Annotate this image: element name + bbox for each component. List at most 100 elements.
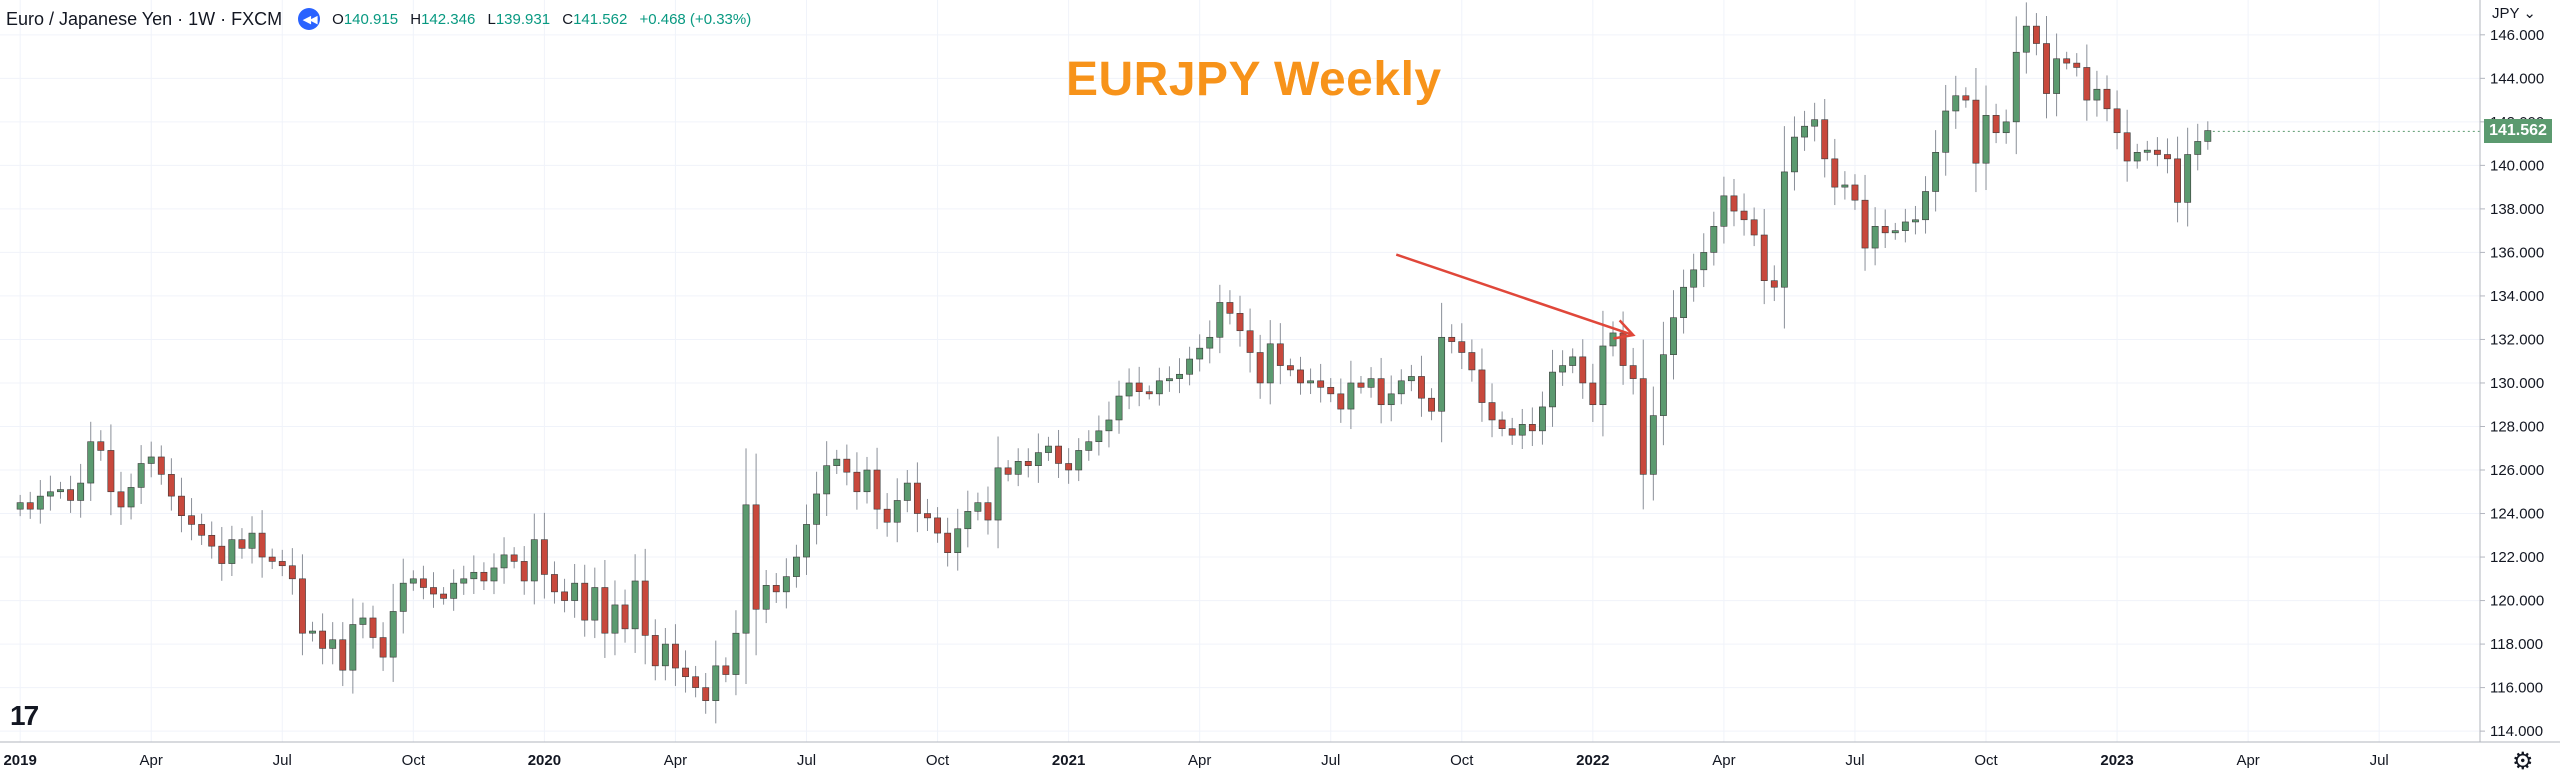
candle-body: [591, 587, 599, 621]
candle-body: [2063, 58, 2071, 64]
candle-body: [1881, 225, 1889, 234]
candle-body: [1155, 380, 1163, 395]
candle-body: [853, 471, 861, 493]
candle-body: [1065, 463, 1073, 471]
candle-body: [1861, 199, 1869, 249]
time-tick-label: Oct: [402, 752, 426, 769]
time-tick-label: Jul: [273, 752, 292, 769]
time-tick-label: Oct: [926, 752, 950, 769]
candle-body: [641, 580, 649, 636]
candle-body: [1680, 286, 1688, 318]
candle-body: [1014, 461, 1022, 475]
candle-body: [107, 450, 115, 493]
price-tick-label: 134.000: [2490, 288, 2544, 305]
candle-body: [1276, 343, 1284, 366]
price-tick-label: 116.000: [2490, 680, 2543, 697]
gear-icon[interactable]: ⚙: [2512, 748, 2534, 775]
candle-body: [430, 587, 437, 595]
candle-body: [46, 491, 54, 497]
candle-body: [1024, 461, 1032, 466]
candle-body: [1125, 382, 1133, 397]
candle-body: [369, 617, 377, 638]
candle-body: [1236, 313, 1244, 332]
candle-body: [1246, 330, 1254, 353]
symbol-name[interactable]: Euro / Japanese Yen · 1W · FXCM: [6, 8, 283, 29]
candle-body: [268, 556, 276, 562]
candle-body: [460, 578, 468, 584]
gridlines: [0, 0, 2480, 742]
candle-body: [1317, 380, 1325, 388]
candle-body: [651, 635, 659, 667]
candle-body: [309, 630, 316, 634]
candle-body: [1206, 336, 1214, 349]
candle-body: [339, 639, 347, 671]
candle-body: [2133, 152, 2141, 162]
candle-body: [1770, 280, 1778, 288]
candle-body: [1690, 269, 1698, 288]
candle-body: [329, 639, 337, 649]
candle-body: [1851, 184, 1859, 201]
candle-body: [490, 567, 498, 582]
candle-body: [228, 539, 236, 564]
tradingview-logo-icon[interactable]: 17: [10, 700, 39, 731]
candle-body: [137, 463, 145, 488]
candle-body: [1780, 171, 1788, 288]
candle-body: [1760, 234, 1768, 281]
candle-body: [1367, 378, 1375, 388]
time-tick-label: 2020: [528, 752, 561, 769]
replay-icon[interactable]: ◀◀: [298, 8, 321, 30]
candle-body: [1791, 136, 1798, 173]
candle-body: [863, 469, 871, 493]
candle-body: [1659, 354, 1667, 416]
time-axis[interactable]: 2019 Apr Jul Oct 2020 Apr Jul Oct 2021 Apr Jul Oct 2…: [3, 752, 2388, 769]
candle-body: [1307, 380, 1314, 384]
candle-body: [1891, 230, 1899, 234]
candle-body: [248, 532, 256, 549]
candle-body: [1871, 225, 1879, 249]
candle-body: [1387, 393, 1395, 406]
candle-body: [722, 665, 730, 675]
candle-body: [1740, 210, 1748, 221]
candle-body: [1932, 152, 1940, 192]
time-axis-bg: [0, 742, 2560, 774]
candle-body: [1397, 380, 1405, 395]
candle-body: [157, 456, 165, 475]
candle-body: [1962, 95, 1970, 101]
candle-body: [198, 524, 206, 536]
candle-body: [167, 474, 175, 497]
candle-body: [450, 582, 458, 599]
price-tick-label: 118.000: [2490, 636, 2543, 653]
candle-body: [1992, 115, 2000, 134]
price-tick-label: 128.000: [2490, 418, 2544, 435]
candle-body: [1034, 452, 1042, 466]
currency-menu[interactable]: JPY ⌄: [2492, 5, 2536, 22]
time-tick-label: Apr: [1188, 752, 1211, 769]
candle-body: [238, 539, 246, 549]
candle-body: [752, 504, 760, 610]
candle-body: [530, 539, 538, 582]
candle-body: [2153, 149, 2161, 155]
candle-body: [379, 637, 387, 658]
candle-body: [2143, 149, 2151, 153]
candle-body: [661, 643, 669, 667]
time-tick-label: Apr: [1712, 752, 1735, 769]
candle-body: [1498, 419, 1506, 429]
candle-body: [1811, 119, 1819, 127]
candle-body: [1145, 391, 1153, 395]
high-value: 142.346: [421, 10, 476, 28]
price-tick-label: 136.000: [2490, 244, 2544, 261]
candle-body: [1297, 369, 1304, 384]
time-tick-label: Apr: [664, 752, 687, 769]
candle-body: [2174, 158, 2181, 203]
candle-body: [571, 582, 579, 601]
open-value: 140.915: [343, 10, 399, 28]
price-tick-label: 124.000: [2490, 506, 2544, 523]
change-value: +0.468 (+0.33%): [639, 10, 752, 28]
candle-body: [823, 465, 831, 495]
candle-body: [883, 508, 891, 523]
price-tick-label: 130.000: [2490, 375, 2544, 392]
candle-body: [1256, 352, 1264, 384]
candle-body: [692, 676, 700, 688]
candle-body: [2022, 25, 2030, 53]
